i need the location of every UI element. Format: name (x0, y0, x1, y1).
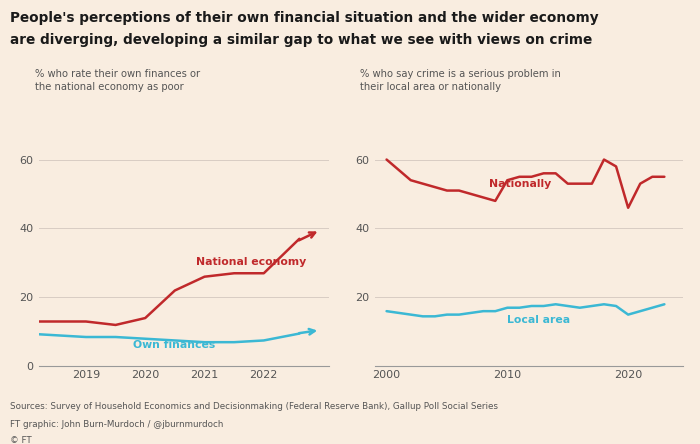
Text: National economy: National economy (195, 257, 306, 267)
Text: Local area: Local area (508, 315, 570, 325)
Text: % who say crime is a serious problem in
their local area or nationally: % who say crime is a serious problem in … (360, 69, 561, 92)
Text: FT graphic: John Burn-Murdoch / @jburnmurdoch: FT graphic: John Burn-Murdoch / @jburnmu… (10, 420, 224, 428)
Text: are diverging, developing a similar gap to what we see with views on crime: are diverging, developing a similar gap … (10, 33, 593, 48)
Text: © FT: © FT (10, 436, 32, 444)
Text: Nationally: Nationally (489, 179, 552, 189)
Text: People's perceptions of their own financial situation and the wider economy: People's perceptions of their own financ… (10, 11, 599, 25)
Text: % who rate their own finances or
the national economy as poor: % who rate their own finances or the nat… (35, 69, 200, 92)
Text: Own finances: Own finances (134, 341, 216, 350)
Text: Sources: Survey of Household Economics and Decisionmaking (Federal Reserve Bank): Sources: Survey of Household Economics a… (10, 402, 498, 411)
